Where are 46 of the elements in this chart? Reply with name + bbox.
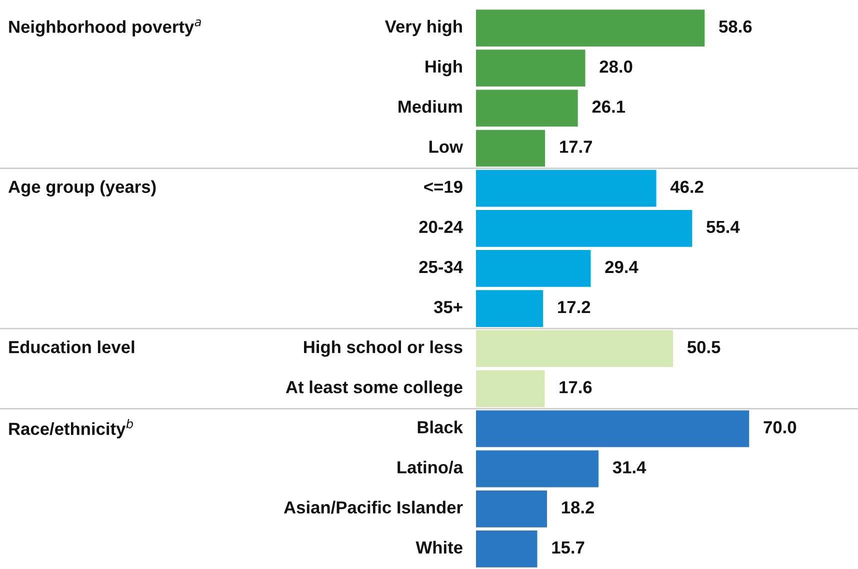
- bar: [476, 170, 656, 207]
- data-label: 15.7: [552, 542, 584, 554]
- y-tick-label: White: [416, 540, 462, 554]
- bar: [476, 50, 586, 87]
- y-tick-label: Low: [429, 140, 464, 153]
- data-label: 17.6: [560, 381, 592, 394]
- data-label: 17.7: [560, 140, 592, 153]
- data-label: 50.5: [687, 340, 720, 354]
- y-tick-label: Black: [418, 420, 464, 434]
- data-label: 26.1: [592, 100, 626, 113]
- y-tick-label: Medium: [398, 100, 462, 113]
- data-label: 70.0: [764, 421, 796, 434]
- y-tick-label: <=19: [424, 180, 462, 193]
- y-tick-label: 25-34: [419, 260, 463, 274]
- text: Age group (years): [8, 180, 156, 196]
- bar: [476, 410, 750, 448]
- bar: [476, 490, 548, 528]
- data-label: 55.4: [706, 220, 740, 234]
- data-label: 58.6: [719, 20, 752, 33]
- bar: [476, 330, 674, 368]
- text: Education level: [9, 340, 134, 354]
- bar: [476, 450, 599, 488]
- data-label: 18.2: [562, 501, 594, 514]
- data-label: 46.2: [670, 180, 704, 193]
- data-label: 29.4: [605, 260, 638, 274]
- y-tick-label: 20-24: [419, 220, 463, 234]
- text: Neighborhood poverty$^{a}$: [9, 19, 201, 36]
- data-label: 31.4: [612, 461, 646, 474]
- y-tick-label: At least some college: [286, 380, 462, 397]
- bar: [476, 90, 578, 127]
- data-label: 28.0: [600, 60, 632, 73]
- bar: [476, 210, 692, 247]
- y-tick-label: Very high: [384, 20, 462, 36]
- bar: [476, 10, 705, 46]
- data-label: 17.2: [558, 300, 590, 314]
- bar: [476, 250, 591, 287]
- y-tick-label: Asian/Pacific Islander: [284, 500, 463, 514]
- bar: [476, 130, 546, 167]
- y-tick-label: High: [426, 60, 462, 76]
- bar: [476, 370, 545, 408]
- bar: [476, 530, 538, 568]
- y-tick-label: High school or less: [304, 340, 462, 357]
- text: Race/ethnicity$^{b}$: [9, 418, 134, 438]
- y-tick-label: 35+: [434, 300, 462, 314]
- y-tick-label: Latino/a: [398, 460, 464, 474]
- bar: [476, 290, 544, 327]
